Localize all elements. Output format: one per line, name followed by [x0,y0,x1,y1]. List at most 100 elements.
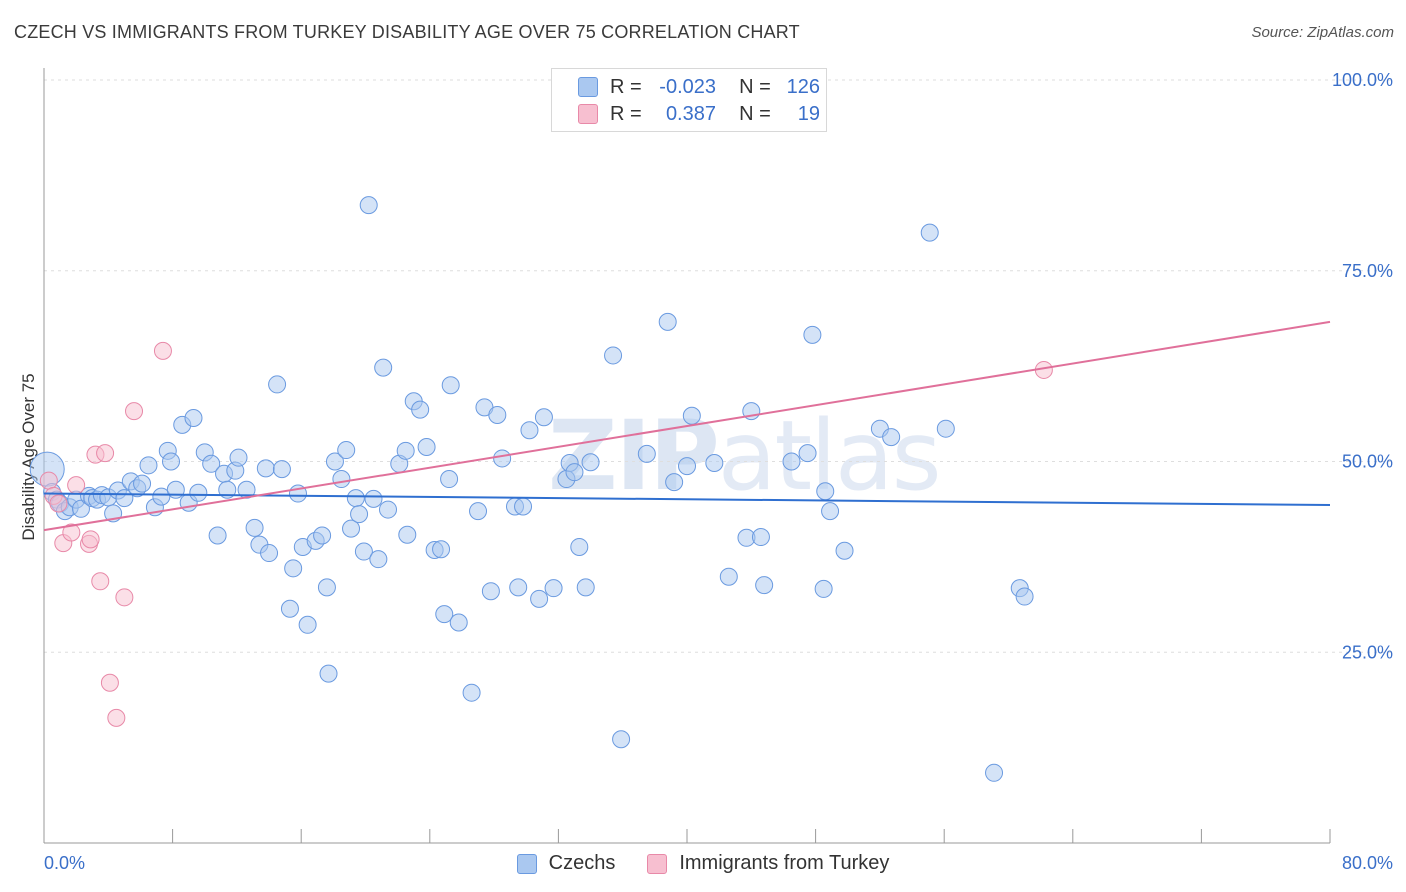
legend-n-label: N = [739,75,771,98]
series-legend-turkey: Immigrants from Turkey [647,852,889,875]
data-point [534,408,553,427]
data-point [1015,587,1034,606]
data-point [332,470,351,489]
data-point [612,730,631,749]
data-point [374,358,393,377]
data-point [637,444,656,463]
x-tick-label: 80.0% [1342,853,1393,873]
data-point [49,494,68,513]
data-point [432,540,451,559]
data-point [514,497,533,516]
data-point [835,541,854,560]
data-point [821,502,840,521]
data-point [814,579,833,598]
data-point [530,589,549,608]
data-point [678,457,696,476]
data-point [354,542,373,561]
data-point [719,567,738,586]
data-point [256,459,275,478]
data-point [920,223,939,242]
trend-line [43,320,1331,532]
legend-n-value: 126 [786,75,820,98]
legend-row-turkey: R = 0.387 N = 19 [578,102,820,126]
data-point [96,444,115,463]
data-point [67,476,86,495]
legend-r-value: -0.023 [659,75,716,98]
data-point [319,664,338,683]
data-point [359,196,378,215]
data-point [71,499,90,518]
data-point [313,526,332,545]
data-point [798,444,817,463]
data-point [268,375,287,394]
data-point [449,613,468,632]
data-point [417,438,436,457]
data-point [202,454,221,473]
data-point [440,470,459,489]
data-point [350,505,369,524]
legend-swatch-turkey [578,104,598,124]
data-point [62,523,81,542]
series-swatch-turkey [647,853,668,874]
data-point [544,579,563,598]
data-point [816,482,835,501]
legend-n-value: 19 [797,102,820,125]
data-point [705,454,724,473]
data-point [520,421,539,440]
data-point [488,405,507,424]
data-point [346,489,365,508]
data-point [100,673,119,692]
data-point [441,376,460,395]
legend-r-label: R = [610,75,642,98]
data-point [81,530,100,549]
data-point [751,528,770,547]
data-point [125,402,144,421]
series-label-turkey: Immigrants from Turkey [679,852,890,874]
legend-row-czechs: R = -0.023 N = 126 [578,75,820,99]
legend-n-label: N = [739,102,771,125]
stats-legend: R = -0.023 N = 126 R = 0.387 N = 19 [551,68,827,132]
data-point [581,453,600,472]
series-swatch-czechs [516,853,537,874]
y-tick-label: 50.0% [1342,452,1393,472]
data-point [208,526,227,545]
data-point [133,474,152,493]
data-point [665,473,684,492]
data-point [985,763,1004,782]
data-point [284,559,303,578]
data-point [782,452,801,471]
data-point [272,460,291,479]
series-label-czechs: Czechs [548,852,616,874]
data-point [803,325,822,344]
data-point [493,449,512,468]
data-point [39,471,58,490]
data-point [139,456,158,475]
data-point [298,615,317,634]
legend-swatch-czechs [578,77,598,97]
data-point [509,578,528,597]
data-point [469,502,488,521]
data-point [280,599,299,618]
data-point [570,537,589,556]
data-point [161,452,180,471]
data-point [325,452,344,471]
data-point [107,708,126,727]
data-point [218,480,237,499]
data-point [481,582,500,601]
data-point [565,463,584,482]
data-point [658,312,677,331]
data-point [576,578,595,597]
legend-r-label: R = [610,102,642,125]
data-point [682,406,701,425]
data-point [411,400,430,419]
data-point [755,576,774,595]
data-point [115,588,134,607]
data-point [435,605,454,624]
data-point [152,487,171,506]
data-point [189,483,208,502]
data-point [337,441,356,460]
data-point [936,419,955,438]
data-point [882,428,901,447]
data-point [342,519,361,538]
legend-r-value: 0.387 [665,102,716,125]
